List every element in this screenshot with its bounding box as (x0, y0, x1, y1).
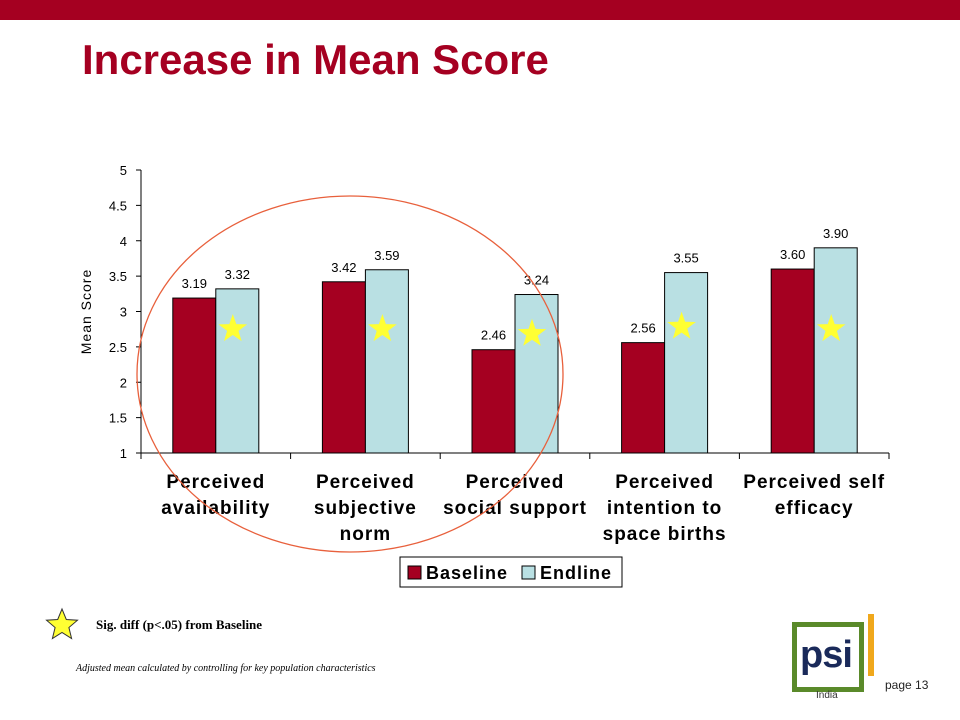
legend-swatch-baseline (407, 565, 422, 580)
significance-star-icon (368, 314, 397, 342)
data-label-baseline: 3.60 (780, 247, 805, 262)
legend-swatch-endline (521, 565, 536, 580)
category-label: subjective (314, 498, 417, 519)
significance-star-icon (218, 314, 248, 342)
slide-title: Increase in Mean Score (82, 36, 549, 83)
data-label-endline: 3.55 (673, 251, 698, 266)
category-label: Perceived (466, 472, 565, 493)
logo-frame (792, 622, 864, 692)
bar-endline (364, 269, 409, 454)
top-banner (0, 0, 960, 20)
category-label: efficacy (775, 498, 854, 519)
logo-accent-bar (868, 614, 874, 676)
y-tick-label: 2 (120, 375, 127, 390)
data-label-baseline: 3.19 (182, 276, 207, 291)
y-tick-label: 3 (120, 305, 127, 320)
category-label: Perceived self (743, 472, 885, 493)
page-number: page 13 (885, 678, 929, 692)
logo-text: psi (800, 634, 853, 676)
y-axis-title: Mean Score (78, 269, 94, 354)
category-label: Perceived (615, 472, 714, 493)
significance-star-icon (667, 311, 696, 339)
data-label-endline: 3.32 (225, 267, 250, 282)
y-tick-label: 4 (120, 234, 127, 249)
category-label: availability (161, 498, 270, 519)
logo-country: India (816, 690, 838, 701)
significance-star-icon (517, 318, 547, 346)
category-label: Perceived (166, 472, 265, 493)
y-tick-label: 5 (120, 163, 127, 178)
bar-baseline (172, 297, 217, 454)
bar-baseline (321, 281, 366, 454)
y-tick-label: 1 (120, 446, 127, 461)
bar-baseline (621, 342, 666, 454)
significance-star-icon (45, 607, 79, 640)
data-label-endline: 3.24 (524, 273, 549, 288)
bar-endline (664, 272, 709, 454)
legend-label-endline: Endline (540, 563, 612, 583)
significance-star-icon (816, 314, 846, 342)
category-label: norm (340, 524, 392, 545)
bar-endline (514, 294, 559, 454)
bar-baseline (770, 268, 815, 454)
legend-box (399, 556, 623, 588)
footnote: Adjusted mean calculated by controlling … (76, 663, 376, 674)
legend-label-baseline: Baseline (426, 563, 508, 583)
bar-chart: 1 1.5 2 2.5 3 3.5 4 4.5 5 Mean Score 3.19 3.32 Perce… (78, 163, 890, 588)
psi-logo: psi India (790, 614, 880, 704)
bar-endline (813, 247, 858, 454)
bar-baseline (471, 349, 516, 454)
y-tick-label: 2.5 (109, 340, 127, 355)
y-tick-label: 1.5 (109, 411, 127, 426)
y-tick-label: 4.5 (109, 198, 127, 213)
category-label: intention to (607, 498, 722, 519)
bar-endline (215, 288, 260, 454)
data-label-baseline: 2.46 (481, 328, 506, 343)
y-tick-label: 3.5 (109, 269, 127, 284)
data-label-endline: 3.59 (374, 248, 399, 263)
data-label-baseline: 2.56 (630, 321, 655, 336)
highlight-circle (136, 195, 564, 553)
category-label: Perceived (316, 472, 415, 493)
significance-note: Sig. diff (p<.05) from Baseline (96, 617, 263, 632)
data-label-endline: 3.90 (823, 226, 848, 241)
category-label: space births (603, 524, 727, 545)
category-label: social support (443, 498, 587, 519)
data-label-baseline: 3.42 (331, 260, 356, 275)
